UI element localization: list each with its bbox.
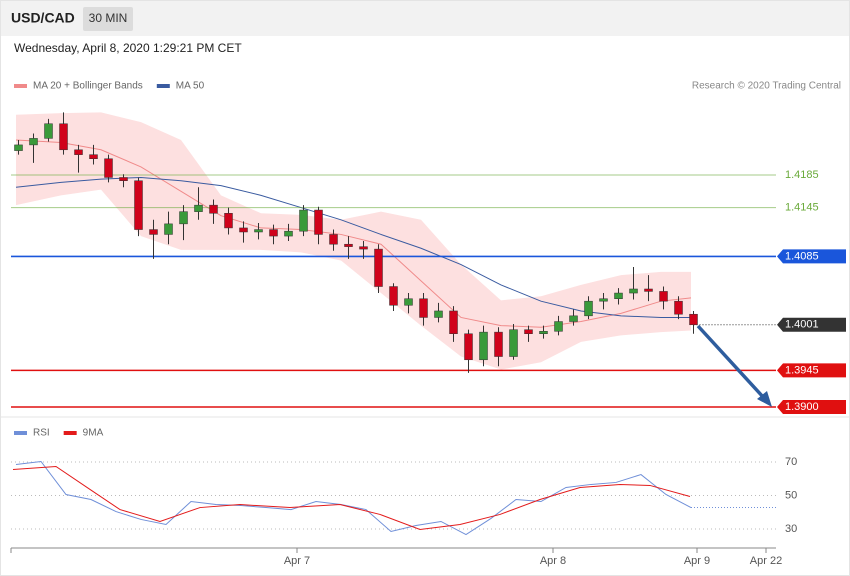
candle-body (59, 123, 68, 151)
legend-swatch (14, 84, 27, 88)
candle-body (359, 246, 368, 250)
legend-swatch (156, 84, 170, 88)
candle-body (644, 288, 653, 292)
rsi-line (15, 460, 692, 536)
candle-body (524, 329, 533, 334)
legend-swatch (63, 431, 77, 435)
y-tick-label: 30 (785, 523, 797, 535)
candle-body (449, 310, 458, 334)
candle-body (674, 300, 683, 315)
rsi-line (12, 466, 691, 531)
level-label-box (777, 317, 846, 332)
y-tick-label: 50 (785, 489, 797, 501)
level-label: 1.4001 (785, 319, 819, 331)
candle-body (89, 154, 98, 159)
candle-body (104, 158, 113, 178)
level-label: 1.4185 (785, 169, 819, 181)
candle-body (134, 180, 143, 230)
timeframe-badge (83, 7, 133, 31)
candle-body (284, 230, 293, 237)
level-label-box (777, 400, 846, 415)
candle-body (404, 298, 413, 306)
candle-body (419, 298, 428, 318)
candle-body (74, 149, 83, 155)
level-label: 1.3900 (785, 401, 819, 413)
candle-body (584, 300, 593, 317)
subtitle: Wednesday, April 8, 2020 1:29:21 PM CET (14, 41, 242, 55)
credit: Research © 2020 Trading Central (692, 81, 841, 92)
level-label: 1.4145 (785, 201, 819, 213)
level-label: 1.4085 (785, 250, 819, 262)
candle-body (689, 313, 698, 326)
candle-body (434, 310, 443, 318)
forecast-arrow-head (757, 391, 772, 407)
legend-label: 9MA (83, 428, 104, 439)
legend-label: MA 20 + Bollinger Bands (33, 81, 143, 92)
candle-body (494, 331, 503, 357)
candle-body (344, 243, 353, 247)
candle-body (269, 229, 278, 237)
candle-body (164, 223, 173, 235)
candle-body (599, 298, 608, 302)
chart-title: USD/CAD (11, 10, 75, 26)
candle-body (29, 138, 38, 146)
forecast-arrow (696, 324, 766, 400)
candle-body (239, 227, 248, 233)
candle-body (659, 291, 668, 302)
candle-body (329, 234, 338, 245)
candle-body (629, 288, 638, 294)
candle-body (299, 209, 308, 232)
header-band (0, 0, 850, 36)
candle-body (149, 229, 158, 235)
level-label-box (777, 363, 846, 378)
candle-body (614, 292, 623, 299)
candle-body (389, 286, 398, 306)
level-label: 1.3945 (785, 364, 819, 376)
candle-body (464, 333, 473, 361)
ma20-line (15, 139, 692, 328)
x-tick-label: Apr 8 (540, 555, 566, 567)
candle-body (119, 177, 128, 181)
candle-body (209, 204, 218, 214)
x-tick-label: Apr 9 (684, 555, 710, 567)
candle-body (44, 123, 53, 139)
candle-body (314, 209, 323, 235)
candle-body (539, 331, 548, 334)
candle-body (479, 331, 488, 361)
legend-swatch (14, 431, 27, 435)
candle-body (14, 144, 23, 151)
legend-label: RSI (33, 428, 50, 439)
level-label-box (777, 249, 846, 264)
timeframe: 30 MIN (89, 11, 128, 25)
legend-label: MA 50 (176, 81, 205, 92)
candle-body (374, 248, 383, 287)
candle-body (179, 211, 188, 225)
y-tick-label: 70 (785, 456, 797, 468)
candle-body (224, 213, 233, 229)
x-tick-label: Apr 22 (750, 555, 782, 567)
x-tick-label: Apr 7 (284, 555, 310, 567)
candle-body (194, 204, 203, 212)
bollinger-band (16, 112, 691, 370)
candle-body (509, 329, 518, 357)
candle-body (569, 315, 578, 322)
candle-body (554, 321, 563, 332)
candle-body (254, 229, 263, 233)
